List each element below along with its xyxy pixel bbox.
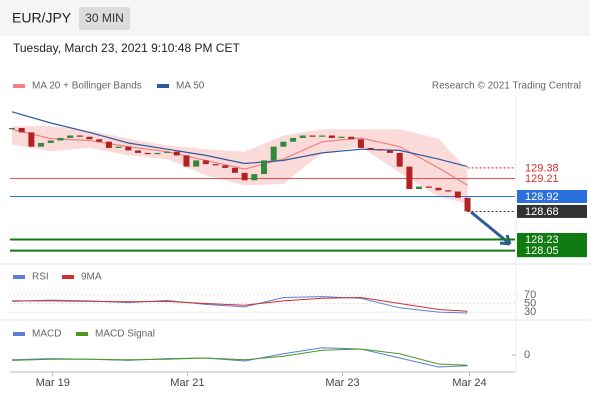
candle (18, 128, 25, 133)
indicator-line (11, 348, 468, 366)
candle (299, 135, 306, 138)
level-box (517, 232, 587, 246)
candle (338, 136, 345, 138)
interval-badge[interactable] (79, 7, 130, 30)
candle (416, 186, 423, 190)
level-box (517, 244, 587, 258)
candle (387, 150, 393, 153)
candle (280, 141, 287, 147)
symbol: EUR/JPY (12, 10, 72, 26)
candle (435, 187, 442, 191)
candle (164, 151, 171, 153)
legend-label: MACD Signal (95, 329, 155, 340)
legend-swatch (62, 275, 74, 279)
level-label: 128.23 (525, 234, 559, 246)
candle (319, 135, 326, 137)
credit: Research © 2021 Trading Central (432, 81, 581, 92)
candle (348, 136, 355, 140)
candle (154, 152, 161, 155)
moving-average (11, 128, 468, 186)
legend-label: RSI (32, 272, 49, 283)
timestamp: Tuesday, March 23, 2021 9:10:48 PM CET (13, 41, 240, 55)
candle (86, 136, 93, 140)
level-label: 129.38 (525, 162, 559, 174)
candle (231, 167, 238, 173)
legend-label: MA 20 + Bollinger Bands (32, 81, 142, 92)
candle (464, 197, 471, 212)
candle (357, 139, 364, 148)
candle (251, 174, 258, 181)
candle (9, 128, 15, 130)
candle (202, 160, 209, 165)
legend-label: MACD (32, 329, 61, 340)
candle (173, 151, 180, 156)
level-label: 128.05 (525, 245, 559, 257)
candle (96, 139, 103, 142)
legend-swatch (157, 84, 169, 88)
legend-swatch (13, 332, 25, 336)
moving-average (11, 111, 468, 168)
candle (47, 140, 54, 143)
candle (454, 191, 461, 198)
candle (135, 150, 141, 153)
candle (67, 135, 74, 138)
candle (193, 160, 200, 167)
y-tick-label: 0 (524, 349, 530, 361)
candle (290, 137, 297, 142)
candle (396, 152, 403, 167)
level-label: 129.21 (525, 173, 559, 185)
candle (183, 155, 190, 167)
candle (377, 149, 384, 151)
candle (425, 186, 432, 188)
indicator-line (12, 296, 468, 312)
legend-swatch (13, 84, 25, 88)
candle (38, 142, 45, 147)
candle (105, 141, 112, 148)
candle (57, 137, 64, 141)
candle (76, 135, 83, 137)
candle (222, 165, 229, 168)
x-tick-label: Mar 21 (170, 377, 204, 389)
candle (212, 164, 219, 166)
candle (144, 152, 151, 155)
legend-swatch (13, 275, 25, 279)
x-tick-label: Mar 24 (452, 377, 486, 389)
candle (115, 146, 122, 148)
legend-swatch (76, 332, 88, 336)
level-box (517, 204, 587, 218)
x-tick-label: Mar 23 (325, 377, 359, 389)
candle (309, 135, 316, 137)
level-label: 128.92 (525, 191, 559, 203)
x-tick-label: Mar 19 (36, 377, 70, 389)
candle (328, 135, 335, 138)
legend-label: MA 50 (176, 81, 205, 92)
y-tick-label: 70 (524, 289, 536, 301)
y-tick-label: 30 (524, 306, 536, 318)
y-tick-label: 50 (524, 297, 536, 309)
bollinger-band (12, 126, 468, 204)
candle (241, 172, 248, 181)
candle (445, 190, 452, 192)
indicator-line (11, 347, 468, 368)
candle (406, 166, 413, 190)
candle (367, 147, 374, 150)
level-label: 128.68 (525, 206, 559, 218)
candle (270, 146, 277, 161)
legend-label: 9MA (81, 272, 102, 283)
level-box (517, 189, 587, 203)
candle (261, 160, 267, 175)
candle (28, 132, 35, 147)
interval[interactable]: 30 MIN (85, 11, 124, 25)
candle (125, 146, 132, 151)
